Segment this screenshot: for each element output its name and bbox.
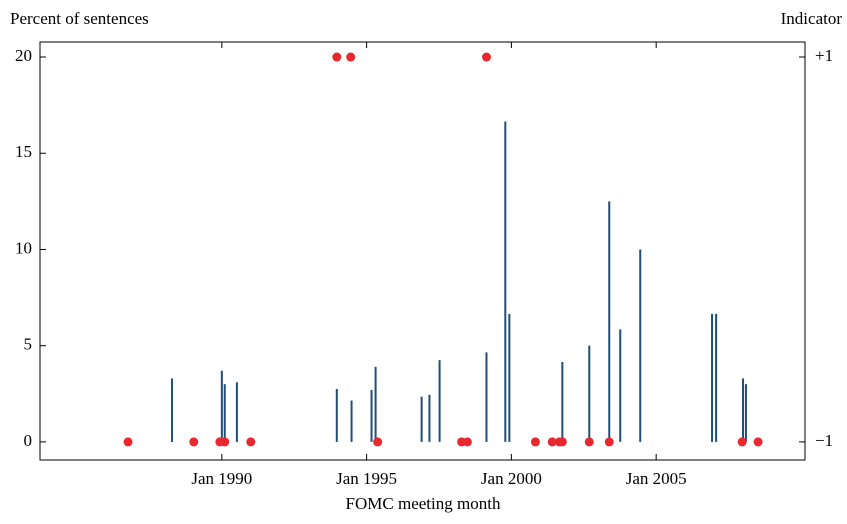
- indicator-dot: [737, 437, 747, 447]
- y-tick-label: 0: [24, 431, 33, 450]
- y2-axis-label: Indicator: [781, 9, 843, 28]
- indicator-dot: [346, 52, 356, 62]
- x-tick-label: Jan 1990: [191, 469, 252, 488]
- indicator-dot: [462, 437, 472, 447]
- y-tick-label: 5: [24, 335, 33, 354]
- indicator-dot: [604, 437, 614, 447]
- indicator-dot: [481, 52, 491, 62]
- x-axis-label: FOMC meeting month: [346, 494, 501, 513]
- indicator-dot: [220, 437, 230, 447]
- indicator-dot: [332, 52, 342, 62]
- y-tick-label: 15: [15, 142, 32, 161]
- y-tick-label: 10: [15, 238, 32, 257]
- y-axis-label: Percent of sentences: [10, 9, 149, 28]
- y-tick-label: 20: [15, 46, 32, 65]
- y2-tick-label: −1: [815, 431, 833, 450]
- indicator-dot: [530, 437, 540, 447]
- indicator-dot: [753, 437, 763, 447]
- indicator-dot: [189, 437, 199, 447]
- indicator-dot: [246, 437, 256, 447]
- x-tick-label: Jan 1995: [336, 469, 397, 488]
- indicator-dot: [123, 437, 133, 447]
- indicator-dot: [557, 437, 567, 447]
- indicator-dot: [547, 437, 557, 447]
- x-tick-label: Jan 2000: [481, 469, 542, 488]
- x-tick-label: Jan 2005: [626, 469, 687, 488]
- indicator-dot: [584, 437, 594, 447]
- indicator-dot: [373, 437, 383, 447]
- y2-tick-label: +1: [815, 46, 833, 65]
- plot-frame: [39, 41, 806, 461]
